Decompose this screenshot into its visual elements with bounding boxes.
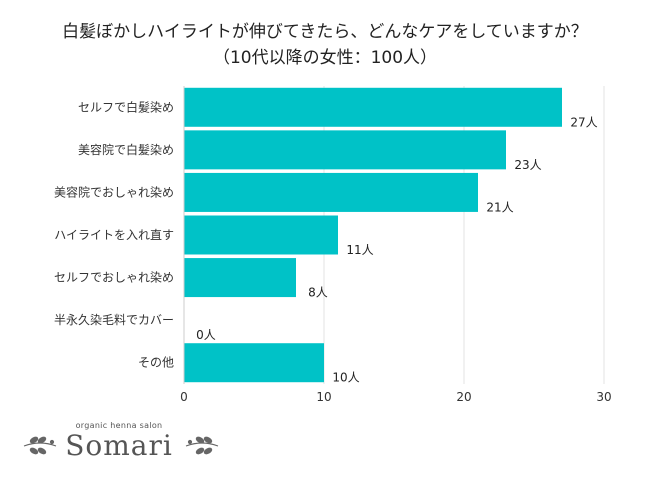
bar-4 bbox=[184, 258, 296, 298]
logo-name: Somari bbox=[65, 429, 173, 462]
x-tick-label-0: 0 bbox=[180, 390, 188, 404]
category-label-6: その他 bbox=[138, 356, 174, 370]
x-tick-label-3: 30 bbox=[596, 390, 611, 404]
chart-subtitle: （10代以降の女性：100人） bbox=[212, 48, 438, 68]
category-label-4: セルフでおしゃれ染め bbox=[54, 270, 174, 285]
logo-ornament bbox=[23, 436, 219, 455]
bar-3 bbox=[184, 215, 338, 255]
category-label-0: セルフで白髪染め bbox=[78, 99, 174, 114]
category-label-2: 美容院でおしゃれ染め bbox=[54, 184, 174, 199]
bar-1 bbox=[184, 130, 506, 170]
value-label-2: 21人 bbox=[486, 200, 513, 214]
bar-6 bbox=[184, 343, 324, 383]
category-label-5: 半永久染毛料でカバー bbox=[54, 312, 174, 327]
value-label-4: 8人 bbox=[308, 286, 328, 300]
bar-2 bbox=[184, 172, 478, 212]
logo-tagline: organic henna salon bbox=[75, 421, 163, 430]
category-label-1: 美容院で白髪染め bbox=[78, 142, 174, 157]
value-label-1: 23人 bbox=[514, 158, 541, 172]
value-label-5: 0人 bbox=[196, 328, 216, 342]
x-tick-label-2: 20 bbox=[456, 390, 471, 404]
chart-title: 白髪ぼかしハイライトが伸びてきたら、どんなケアをしていますか？ bbox=[62, 22, 588, 42]
category-label-3: ハイライトを入れ直す bbox=[54, 228, 174, 242]
value-label-0: 27人 bbox=[570, 115, 597, 129]
value-label-6: 10人 bbox=[332, 371, 359, 385]
leaf-ornament-right-icon bbox=[185, 436, 219, 455]
bar-0 bbox=[184, 87, 562, 127]
leaf-ornament-left-icon bbox=[23, 436, 57, 455]
value-label-3: 11人 bbox=[346, 243, 373, 257]
x-tick-label-1: 10 bbox=[316, 390, 331, 404]
